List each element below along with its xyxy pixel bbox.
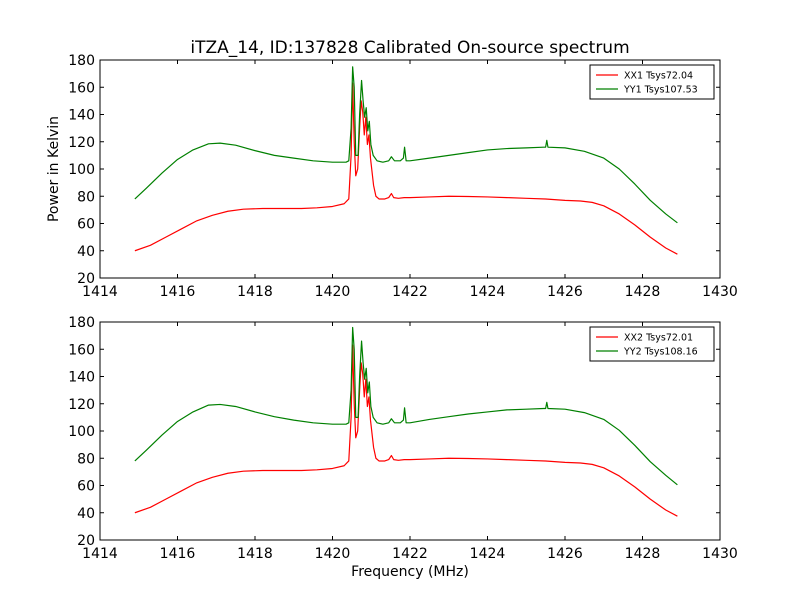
x-tick-label: 1416: [160, 284, 196, 300]
x-tick-label: 1426: [547, 546, 583, 562]
y-tick-label: 40: [77, 244, 95, 260]
y-tick-label: 160: [68, 342, 95, 358]
y-tick-label: 20: [77, 271, 95, 287]
y-tick-label: 120: [68, 135, 95, 151]
legend-box: [589, 64, 715, 100]
y-tick-label: 140: [68, 370, 95, 386]
x-tick-label: 1414: [82, 546, 118, 562]
x-tick-label: 1418: [237, 546, 273, 562]
x-tick-label: 1424: [470, 284, 506, 300]
y-tick-label: 180: [68, 53, 95, 69]
legend-label: XX2 Tsys72.01: [624, 333, 693, 344]
series-line-yy: [134, 326, 678, 486]
x-tick-label: 1430: [702, 284, 738, 300]
plot-area-top: 1414 1416 1418 1420 1422 1424 1426 1428 1430 20 40…: [68, 53, 738, 300]
y-tick-label: 80: [77, 189, 95, 205]
x-tick-label: 1426: [547, 284, 583, 300]
legend-box: [589, 326, 715, 362]
y-tick-label: 40: [77, 506, 95, 522]
y-tick-label: 140: [68, 108, 95, 124]
x-tick-label: 1414: [82, 284, 118, 300]
legend-label: YY2 Tsys108.16: [623, 347, 698, 358]
x-tick-label: 1422: [392, 284, 428, 300]
legend-label: YY1 Tsys107.53: [623, 85, 698, 96]
y-tick-label: 20: [77, 533, 95, 549]
x-tick-label: 1422: [392, 546, 428, 562]
x-tick-label: 1428: [625, 284, 661, 300]
y-tick-label: 120: [68, 397, 95, 413]
y-tick-label: 100: [68, 162, 95, 178]
y-tick-label: 60: [77, 479, 95, 495]
series-lines: [134, 66, 678, 255]
x-axis-label: Frequency (MHz): [351, 564, 469, 580]
y-tick-label: 80: [77, 451, 95, 467]
plot-area-bottom: 1414 1416 1418 1420 1422 1424 1426 1428 1430 20 40…: [68, 315, 738, 562]
x-tick-label: 1428: [625, 546, 661, 562]
chart-title: iTZA_14, ID:137828 Calibrated On-source …: [190, 38, 629, 58]
series-lines: [134, 326, 678, 517]
y-tick-label: 180: [68, 315, 95, 331]
series-line-xx: [134, 82, 678, 255]
x-tick-label: 1418: [237, 284, 273, 300]
y-tick-label: 100: [68, 424, 95, 440]
y-tick-label: 160: [68, 80, 95, 96]
y-tick-label: 60: [77, 217, 95, 233]
top-spectrum-panel: iTZA_14, ID:137828 Calibrated On-source …: [46, 38, 738, 300]
legend: XX2 Tsys72.01 YY2 Tsys108.16: [589, 326, 715, 362]
bottom-spectrum-panel: Frequency (MHz) 1414 1416 1418 1420 1422 1424…: [68, 315, 738, 580]
legend-label: XX1 Tsys72.04: [624, 71, 693, 82]
x-tick-label: 1424: [470, 546, 506, 562]
series-line-yy: [134, 66, 678, 224]
series-line-xx: [134, 344, 678, 517]
x-tick-label: 1430: [702, 546, 738, 562]
x-tick-label: 1420: [315, 546, 351, 562]
x-tick-label: 1416: [160, 546, 196, 562]
x-tick-label: 1420: [315, 284, 351, 300]
legend: XX1 Tsys72.04 YY1 Tsys107.53: [589, 64, 715, 100]
y-axis-label: Power in Kelvin: [46, 116, 62, 222]
